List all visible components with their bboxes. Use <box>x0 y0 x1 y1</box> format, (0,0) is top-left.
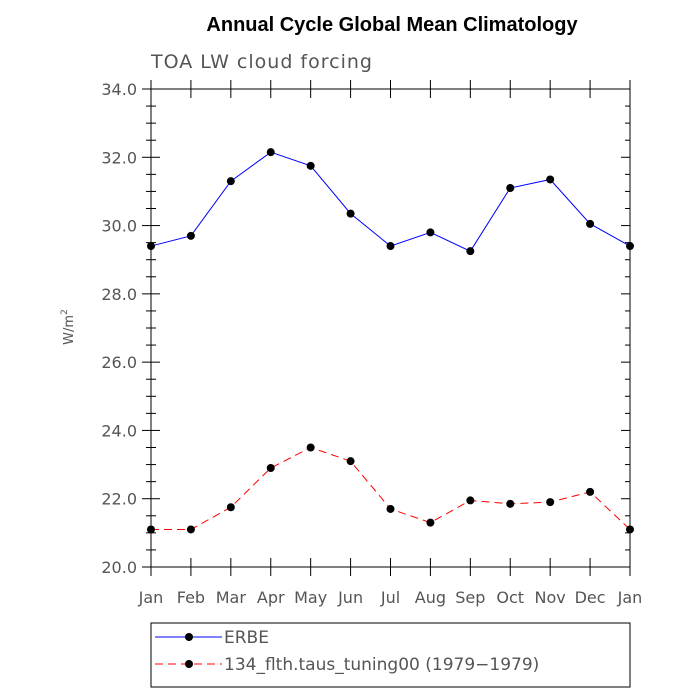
series-1-point <box>546 498 555 507</box>
y-axis-label: W/m2 <box>60 309 77 345</box>
legend: ERBE 134_flth.taus_tuning00 (1979−1979) <box>150 622 631 688</box>
series-0-point <box>506 184 515 193</box>
series-line-1 <box>151 446 631 530</box>
series-0-point <box>186 231 195 240</box>
series-0-point <box>546 175 555 184</box>
legend-label: ERBE <box>224 628 269 648</box>
series-layer <box>147 148 634 534</box>
series-1-point <box>306 443 315 452</box>
series-0-point <box>346 209 355 218</box>
series-1-point <box>266 463 275 472</box>
x-tick-label: Nov <box>535 588 566 607</box>
series-0-point <box>306 161 315 170</box>
y-tick-label: 24.0 <box>101 421 137 440</box>
axis-ticks <box>142 80 631 576</box>
legend-label: 134_flth.taus_tuning00 (1979−1979) <box>224 655 539 675</box>
series-1-point <box>466 496 475 505</box>
x-tick-label: Jun <box>337 588 363 607</box>
series-1-point <box>186 525 195 534</box>
x-tick-label: Jul <box>380 588 400 607</box>
y-axis-label-superscript: 2 <box>60 309 70 315</box>
x-tick-label: Dec <box>575 588 606 607</box>
series-0-point <box>586 219 595 228</box>
series-1-point <box>586 487 595 496</box>
plot-frame <box>150 88 631 568</box>
y-tick-label: 22.0 <box>101 490 137 509</box>
series-1-point <box>626 525 634 534</box>
series-1-point <box>426 518 435 527</box>
series-0-point <box>226 177 235 186</box>
y-tick-label: 26.0 <box>101 353 137 372</box>
series-1-point <box>226 503 235 512</box>
y-tick-label: 20.0 <box>101 558 137 577</box>
series-1-point <box>506 499 515 508</box>
x-tick-label: Apr <box>257 588 285 607</box>
series-0-point <box>626 242 634 251</box>
x-tick-label: Aug <box>415 588 446 607</box>
x-tick-label: Sep <box>455 588 485 607</box>
x-tick-label: Oct <box>496 588 524 607</box>
y-tick-label: 28.0 <box>101 285 137 304</box>
series-line-0 <box>150 151 631 252</box>
series-0-point <box>266 148 275 157</box>
y-tick-label: 34.0 <box>101 80 137 99</box>
series-0-point <box>426 228 435 237</box>
x-tick-label: Jan <box>138 588 164 607</box>
series-1-point <box>386 504 395 513</box>
svg-text:W/m2: W/m2 <box>60 309 77 345</box>
series-1-point <box>346 457 355 466</box>
legend-swatch-marker <box>185 660 193 668</box>
series-0-point <box>386 242 395 251</box>
series-0-point <box>466 247 475 256</box>
x-tick-label: Mar <box>216 588 247 607</box>
x-tick-label: Feb <box>177 588 205 607</box>
series-0-point <box>147 242 155 251</box>
y-tick-label: 32.0 <box>101 148 137 167</box>
chart-title: Annual Cycle Global Mean Climatology <box>206 14 578 36</box>
chart-subtitle: TOA LW cloud forcing <box>150 51 373 73</box>
y-axis-label-text: W/m <box>62 315 77 345</box>
x-tick-label: May <box>294 588 327 607</box>
series-1-point <box>147 525 155 534</box>
tick-labels: 20.0 22.0 24.0 26.0 28.0 30.0 32.0 34.0 Jan Feb Ma… <box>101 80 642 607</box>
legend-swatch-marker <box>185 633 193 641</box>
x-tick-label: Jan <box>617 588 643 607</box>
legend-box <box>150 622 631 688</box>
y-tick-label: 30.0 <box>101 217 137 236</box>
